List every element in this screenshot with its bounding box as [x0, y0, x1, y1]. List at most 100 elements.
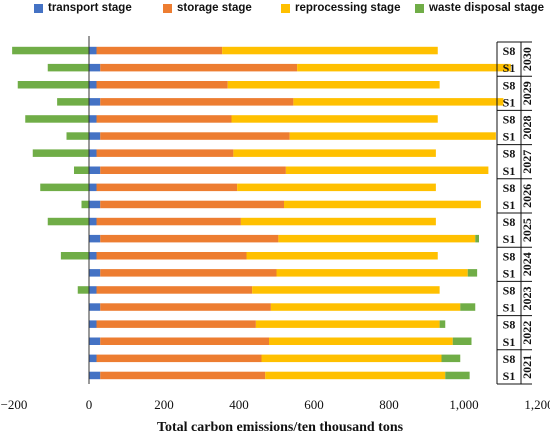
legend-item-reprocessing: reprocessing stage — [281, 2, 400, 14]
row-label-2027-S1: S1 — [503, 164, 516, 178]
bar-transport-stage-2027-S8 — [89, 149, 97, 157]
row-label-2030-S1: S1 — [503, 61, 516, 75]
bar-storage-stage-2025-S8 — [96, 217, 241, 226]
x-tick-label: 1,000 — [449, 397, 478, 412]
bar-reprocessing-stage-2022-S8 — [255, 320, 440, 328]
row-label-2023-S1: S1 — [503, 301, 516, 315]
row-label-2026-S8: S8 — [503, 181, 516, 195]
bar-reprocessing-stage-2021-S8 — [261, 354, 442, 363]
legend-label-waste-disposal: waste disposal stage — [429, 2, 545, 14]
bar-reprocessing-stage-2022-S1 — [269, 337, 453, 345]
bar-reprocessing-stage-2026-S8 — [237, 183, 436, 192]
bar-waste-disposal-stage-2024-S8 — [60, 252, 90, 260]
bar-waste-disposal-stage-2029-S8 — [17, 81, 89, 89]
group-year-label-2027: 2027 — [520, 150, 534, 174]
row-label-2023-S8: S8 — [503, 283, 516, 297]
bar-storage-stage-2021-S8 — [96, 354, 262, 363]
bar-storage-stage-2030-S8 — [96, 46, 223, 55]
bar-waste-disposal-stage-2028-S1 — [66, 132, 89, 140]
row-label-2021-S1: S1 — [503, 369, 516, 383]
bar-waste-disposal-stage-2021-S1 — [445, 371, 470, 380]
bar-reprocessing-stage-2024-S1 — [276, 269, 468, 277]
legend-swatch-transport — [34, 3, 43, 13]
bar-storage-stage-2022-S1 — [100, 337, 269, 345]
x-tick-label: 200 — [154, 397, 174, 412]
bar-waste-disposal-stage-2024-S1 — [467, 269, 478, 277]
bar-reprocessing-stage-2023-S1 — [270, 303, 461, 311]
bar-transport-stage-2022-S1 — [89, 337, 101, 345]
bar-transport-stage-2028-S8 — [89, 115, 97, 123]
bar-reprocessing-stage-2030-S8 — [222, 46, 438, 55]
group-year-label-2029: 2029 — [520, 81, 534, 105]
legend-item-transport: transport stage — [34, 2, 132, 14]
row-label-2022-S1: S1 — [503, 335, 516, 349]
bar-storage-stage-2028-S1 — [100, 132, 290, 140]
group-year-label-2024: 2024 — [520, 252, 534, 276]
bar-storage-stage-2023-S1 — [100, 303, 271, 311]
bar-storage-stage-2024-S1 — [100, 269, 277, 277]
x-tick-label: 0 — [86, 397, 93, 412]
bar-transport-stage-2025-S1 — [89, 234, 101, 243]
bar-transport-stage-2022-S8 — [89, 320, 97, 328]
row-label-2028-S1: S1 — [503, 130, 516, 144]
group-year-label-2025: 2025 — [520, 218, 534, 242]
legend: transport stage storage stage reprocessi… — [0, 0, 550, 20]
legend-swatch-reprocessing — [281, 3, 290, 13]
x-tick-label: 800 — [379, 397, 399, 412]
bar-waste-disposal-stage-2023-S1 — [460, 303, 476, 311]
bar-storage-stage-2027-S8 — [96, 149, 234, 157]
row-label-2025-S1: S1 — [503, 232, 516, 246]
bar-waste-disposal-stage-2023-S8 — [77, 286, 89, 294]
bar-reprocessing-stage-2030-S1 — [297, 63, 511, 72]
bar-reprocessing-stage-2026-S1 — [284, 200, 481, 209]
bar-waste-disposal-stage-2022-S1 — [452, 337, 472, 345]
bar-reprocessing-stage-2024-S8 — [246, 252, 438, 260]
bar-transport-stage-2029-S8 — [89, 81, 97, 89]
bar-waste-disposal-stage-2030-S8 — [12, 46, 90, 55]
bar-waste-disposal-stage-2029-S1 — [57, 98, 90, 106]
x-axis-title: Total carbon emissions/ten thousand tons — [156, 420, 404, 435]
row-label-2030-S8: S8 — [503, 44, 516, 58]
bar-reprocessing-stage-2029-S1 — [293, 98, 504, 106]
bar-transport-stage-2026-S1 — [89, 200, 101, 209]
bar-storage-stage-2022-S8 — [96, 320, 256, 328]
legend-label-reprocessing: reprocessing stage — [295, 2, 401, 14]
legend-item-storage: storage stage — [163, 2, 252, 14]
bar-transport-stage-2021-S1 — [89, 371, 101, 380]
row-label-2025-S8: S8 — [503, 215, 516, 229]
bar-storage-stage-2027-S1 — [100, 166, 286, 174]
bar-storage-stage-2029-S8 — [96, 81, 228, 89]
bar-storage-stage-2026-S1 — [100, 200, 284, 209]
bar-waste-disposal-stage-2025-S1 — [475, 234, 479, 243]
row-label-2021-S8: S8 — [503, 352, 516, 366]
row-label-2029-S1: S1 — [503, 95, 516, 109]
bar-reprocessing-stage-2021-S1 — [265, 371, 446, 380]
legend-label-transport: transport stage — [48, 2, 132, 14]
x-tick-label: 600 — [304, 397, 324, 412]
bar-waste-disposal-stage-2026-S1 — [81, 200, 89, 209]
bar-reprocessing-stage-2025-S8 — [240, 217, 436, 226]
bar-reprocessing-stage-2028-S8 — [231, 115, 438, 123]
bar-waste-disposal-stage-2021-S8 — [441, 354, 461, 363]
bar-storage-stage-2023-S8 — [96, 286, 253, 294]
bar-reprocessing-stage-2029-S8 — [227, 81, 440, 89]
bar-waste-disposal-stage-2027-S8 — [32, 149, 89, 157]
bar-reprocessing-stage-2025-S1 — [278, 234, 476, 243]
bar-reprocessing-stage-2027-S8 — [233, 149, 436, 157]
bar-storage-stage-2026-S8 — [96, 183, 238, 192]
x-tick-label: 400 — [229, 397, 249, 412]
row-label-2028-S8: S8 — [503, 112, 516, 126]
bar-transport-stage-2026-S8 — [89, 183, 97, 192]
bar-reprocessing-stage-2028-S1 — [289, 132, 496, 140]
bar-storage-stage-2028-S8 — [96, 115, 232, 123]
bar-storage-stage-2025-S1 — [100, 234, 279, 243]
row-label-2029-S8: S8 — [503, 78, 516, 92]
row-label-2022-S8: S8 — [503, 318, 516, 332]
legend-label-storage: storage stage — [177, 2, 252, 14]
x-tick-label: 1,200 — [524, 397, 550, 412]
bar-transport-stage-2030-S8 — [89, 46, 97, 55]
bar-reprocessing-stage-2023-S8 — [252, 286, 440, 294]
bar-reprocessing-stage-2027-S1 — [285, 166, 489, 174]
